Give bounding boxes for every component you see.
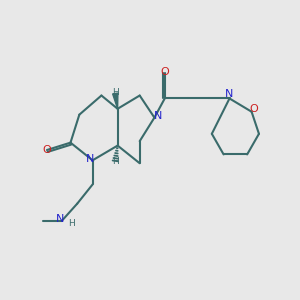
Text: H: H: [112, 88, 119, 98]
Text: H: H: [68, 219, 75, 228]
Text: H: H: [112, 157, 119, 166]
Text: N: N: [56, 214, 65, 224]
Text: O: O: [250, 104, 258, 114]
Text: O: O: [43, 145, 51, 155]
Polygon shape: [112, 93, 118, 109]
Text: N: N: [85, 154, 94, 164]
Text: O: O: [160, 67, 169, 77]
Text: N: N: [154, 111, 162, 122]
Text: N: N: [225, 89, 234, 99]
